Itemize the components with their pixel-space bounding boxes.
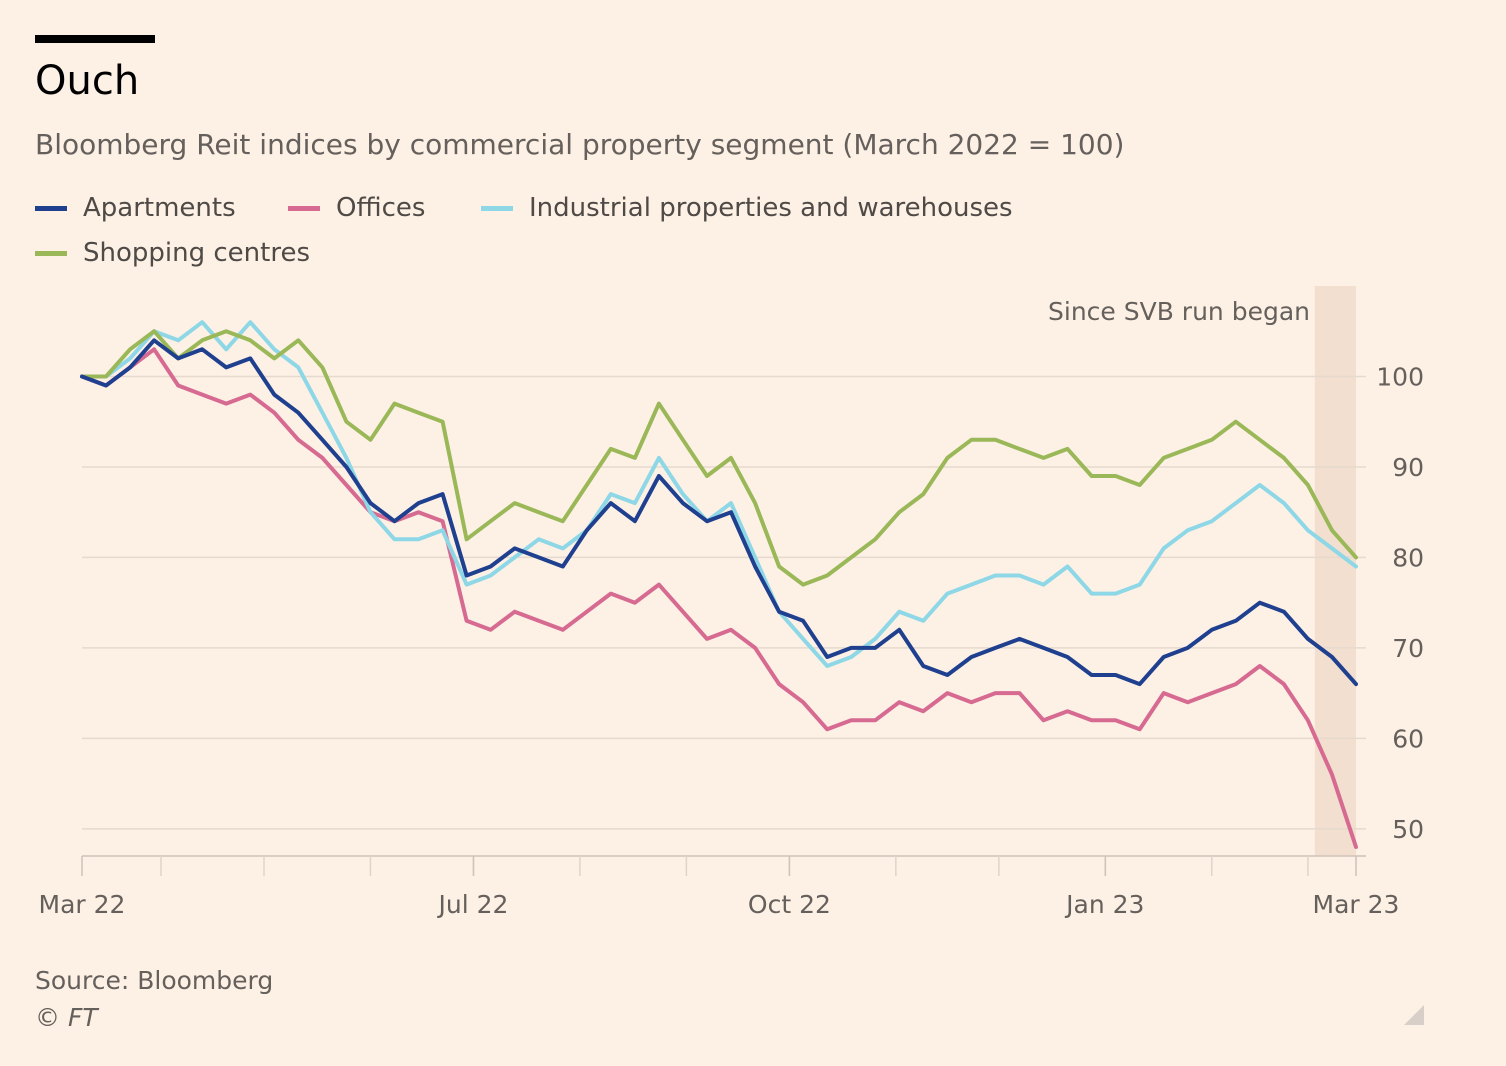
legend-label-offices: Offices [336, 193, 426, 223]
legend-label-apartments: Apartments [83, 193, 236, 223]
series-line-offices [80, 347, 1358, 849]
legend-item-apartments: Apartments [35, 193, 236, 223]
resize-handle-icon [1404, 1005, 1424, 1025]
legend-item-industrial: Industrial properties and warehouses [481, 193, 1013, 223]
chart-subtitle: Bloomberg Reit indices by commercial pro… [35, 128, 1125, 161]
ytick-label-100: 100 [1376, 362, 1424, 391]
xtick-label: Jul 22 [437, 890, 509, 919]
legend-label-industrial: Industrial properties and warehouses [529, 193, 1013, 223]
legend-swatch-shopping [35, 250, 67, 256]
ytick-label-90: 90 [1392, 453, 1424, 482]
xtick-label: Mar 22 [39, 890, 126, 919]
ytick-label-60: 60 [1392, 724, 1424, 753]
legend-swatch-industrial [481, 205, 513, 211]
legend-item-offices: Offices [288, 193, 425, 223]
xtick-label: Mar 23 [1313, 890, 1400, 919]
ytick-label-70: 70 [1392, 634, 1424, 663]
svb-annotation-label: Since SVB run began [1048, 297, 1310, 326]
legend-swatch-apartments [35, 205, 67, 211]
title-rule [35, 35, 155, 43]
svb-shaded-band [1314, 286, 1356, 856]
legend-item-shopping: Shopping centres [35, 238, 310, 268]
source-note: Source: Bloomberg [35, 966, 274, 995]
legend-swatch-offices [288, 205, 320, 211]
copyright-note: © FT [35, 1003, 98, 1032]
chart-title: Ouch [35, 58, 140, 104]
ytick-label-50: 50 [1392, 815, 1424, 844]
xtick-label: Oct 22 [748, 890, 831, 919]
series-line-shopping-centres [80, 329, 1358, 587]
legend-label-shopping: Shopping centres [83, 238, 310, 268]
series-line-apartments [80, 338, 1358, 687]
ytick-label-80: 80 [1392, 543, 1424, 572]
series-line-industrial-properties-and-warehouses [80, 320, 1358, 668]
xtick-label: Jan 23 [1064, 890, 1144, 919]
